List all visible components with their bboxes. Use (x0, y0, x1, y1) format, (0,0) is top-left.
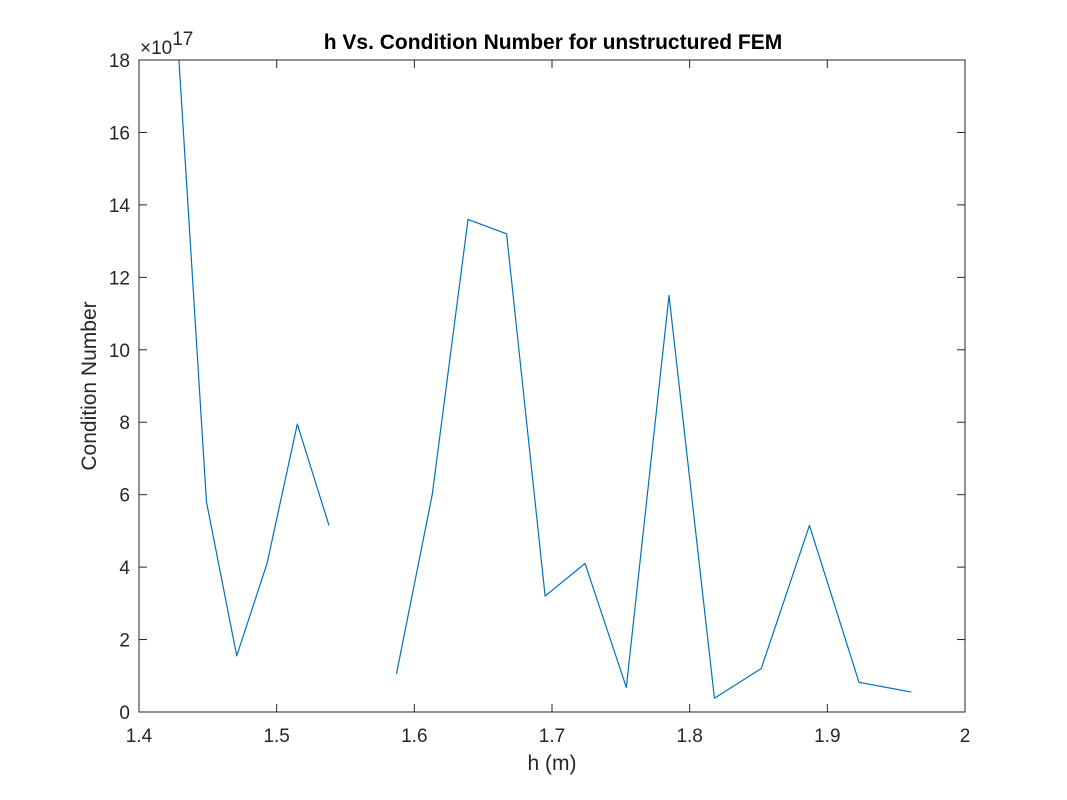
y-multiplier: ×10 (140, 38, 172, 59)
y-tick-label: 6 (119, 486, 130, 507)
y-tick-label: 14 (109, 196, 131, 217)
x-tick-label: 1.6 (401, 726, 427, 747)
y-axis: 0 2 4 6 8 10 12 14 16 18 (109, 51, 965, 724)
x-tick-label: 1.5 (263, 726, 289, 747)
x-axis: 1.4 1.5 1.6 1.7 1.8 1.9 2 (126, 60, 971, 747)
y-tick-label: 0 (119, 703, 130, 724)
x-tick-label: 1.8 (676, 726, 702, 747)
y-axis-label: Condition Number (78, 301, 101, 470)
plot-lines (178, 59, 912, 699)
axes-box (138, 59, 966, 713)
y-exponent: 17 (172, 29, 193, 50)
x-tick-label: 1.9 (814, 726, 840, 747)
chart-title: h Vs. Condition Number for unstructured … (324, 31, 783, 54)
series-line-segment (178, 59, 330, 657)
series-line-segment (395, 218, 912, 699)
x-axis-label: h (m) (528, 752, 577, 775)
y-tick-label: 4 (119, 558, 130, 579)
y-exponent-label: ×1017 (140, 29, 193, 59)
y-tick-label: 18 (109, 51, 130, 72)
x-tick-label: 2 (960, 726, 971, 747)
y-tick-label: 16 (109, 123, 130, 144)
y-tick-label: 8 (119, 413, 130, 434)
y-tick-label: 2 (119, 631, 130, 652)
y-tick-label: 12 (109, 268, 130, 289)
x-tick-label: 1.4 (126, 726, 153, 747)
x-tick-label: 1.7 (539, 726, 565, 747)
y-tick-label: 10 (109, 341, 130, 362)
